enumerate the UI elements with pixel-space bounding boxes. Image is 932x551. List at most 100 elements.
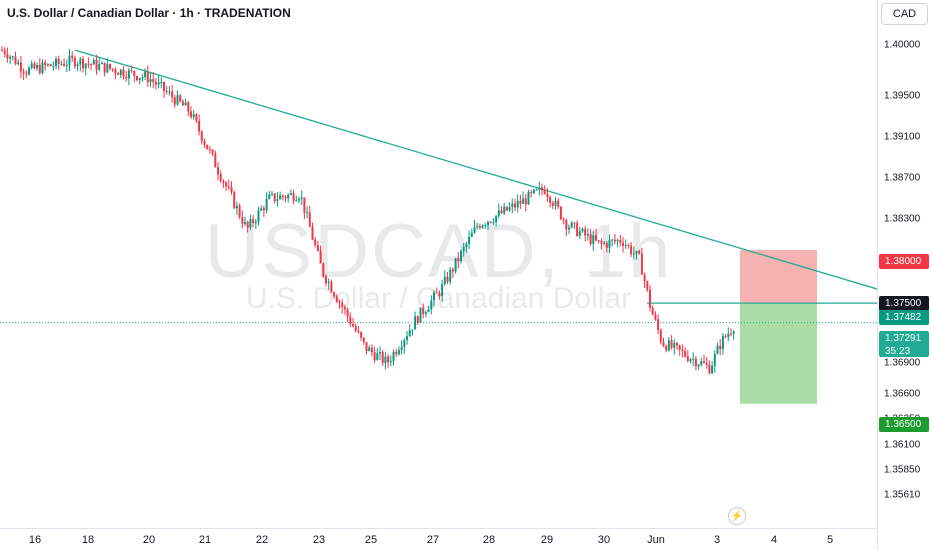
- candle-body: [684, 350, 687, 357]
- candle-body: [470, 232, 473, 237]
- currency-button[interactable]: CAD: [881, 3, 928, 25]
- price-axis[interactable]: [877, 0, 932, 550]
- candle-body: [457, 258, 460, 262]
- trendline: [74, 49, 877, 290]
- candle-body: [713, 353, 716, 366]
- candle-body: [654, 314, 657, 320]
- candle-body: [689, 359, 692, 361]
- candle-body: [624, 245, 627, 247]
- candle-body: [71, 55, 74, 58]
- candle-body: [335, 296, 338, 302]
- candle-body: [721, 335, 724, 350]
- candle-body: [697, 364, 700, 367]
- candle-body: [595, 235, 597, 241]
- candle-body: [152, 79, 155, 82]
- candle-body: [41, 62, 44, 73]
- time-tick-label: 27: [426, 534, 440, 546]
- candle-body: [200, 131, 203, 142]
- candle-body: [173, 97, 176, 105]
- candle-body: [578, 231, 581, 236]
- chart-plot[interactable]: [0, 0, 877, 528]
- candle-body: [190, 111, 192, 117]
- candle-body: [84, 63, 87, 69]
- candle-body: [249, 219, 252, 228]
- candle-body: [333, 292, 336, 297]
- candle-body: [208, 149, 211, 151]
- candle-body: [184, 102, 187, 106]
- take-profit-price-label: 1.36500: [879, 417, 929, 432]
- candle-body: [68, 55, 71, 65]
- candle-body: [206, 144, 209, 150]
- candle-body: [22, 71, 25, 74]
- candle-body: [373, 352, 376, 361]
- candle-body: [354, 326, 357, 331]
- candle-body: [538, 187, 541, 190]
- candle-body: [727, 333, 730, 337]
- candle-body: [149, 79, 152, 83]
- candle-body: [357, 330, 360, 333]
- candle-body: [308, 212, 311, 228]
- time-tick-label: 5: [826, 534, 834, 546]
- candle-body: [462, 246, 465, 251]
- last-price-label: 1.37291 35:23: [879, 331, 929, 357]
- candle-body: [19, 62, 22, 72]
- candle-body: [82, 58, 84, 69]
- candle-body: [651, 307, 654, 315]
- candle-body: [724, 335, 727, 337]
- candle-body: [481, 225, 484, 228]
- candle-body: [730, 333, 732, 335]
- candle-body: [519, 200, 522, 204]
- candle-body: [667, 340, 670, 351]
- stop-loss-price-label: 1.38000: [879, 254, 929, 269]
- time-tick-label: 4: [770, 534, 778, 546]
- candle-body: [487, 221, 489, 226]
- candle-body: [171, 91, 174, 98]
- candle-body: [279, 195, 282, 200]
- candle-body: [592, 235, 595, 244]
- candle-body: [627, 245, 630, 247]
- candle-body: [100, 62, 103, 65]
- candle-body: [349, 316, 352, 325]
- candle-body: [103, 62, 106, 73]
- candle-body: [465, 243, 468, 247]
- price-tick-label: 1.35610: [884, 489, 921, 501]
- candle-body: [265, 198, 268, 211]
- candle-body: [535, 189, 538, 191]
- candle-body: [416, 316, 419, 323]
- candle-body: [732, 331, 735, 334]
- candle-body: [346, 309, 349, 317]
- candle-body: [87, 63, 90, 65]
- lightning-icon[interactable]: ⚡: [728, 507, 746, 525]
- candle-body: [395, 351, 398, 355]
- candle-body: [495, 215, 498, 223]
- watermark-symbol: USDCAD, 1h: [204, 209, 673, 294]
- candle-body: [79, 58, 82, 65]
- candle-body: [28, 67, 30, 75]
- candle-body: [127, 70, 130, 79]
- candle-body: [281, 195, 284, 197]
- candle-body: [376, 353, 379, 361]
- candle-body: [198, 120, 201, 132]
- candle-body: [246, 221, 249, 228]
- candle-body: [524, 198, 527, 205]
- candle-body: [192, 114, 195, 117]
- time-axis[interactable]: [0, 528, 877, 551]
- candle-body: [330, 282, 333, 293]
- candle-body: [365, 342, 368, 352]
- candle-body: [505, 206, 508, 211]
- candle-body: [260, 208, 263, 211]
- candle-body: [17, 62, 20, 65]
- candle-body: [503, 206, 506, 214]
- time-tick-label: 18: [81, 534, 95, 546]
- candle-body: [1, 50, 3, 52]
- candle-body: [589, 234, 592, 244]
- candle-body: [76, 64, 79, 67]
- candle-body: [25, 73, 28, 75]
- candle-body: [635, 250, 638, 254]
- candle-body: [384, 356, 387, 364]
- candle-body: [441, 284, 444, 297]
- chart-area[interactable]: U.S. Dollar / Canadian Dollar · 1h · TRA…: [0, 0, 877, 528]
- candle-body: [146, 71, 149, 83]
- candle-body: [692, 358, 695, 360]
- candle-body: [136, 76, 138, 81]
